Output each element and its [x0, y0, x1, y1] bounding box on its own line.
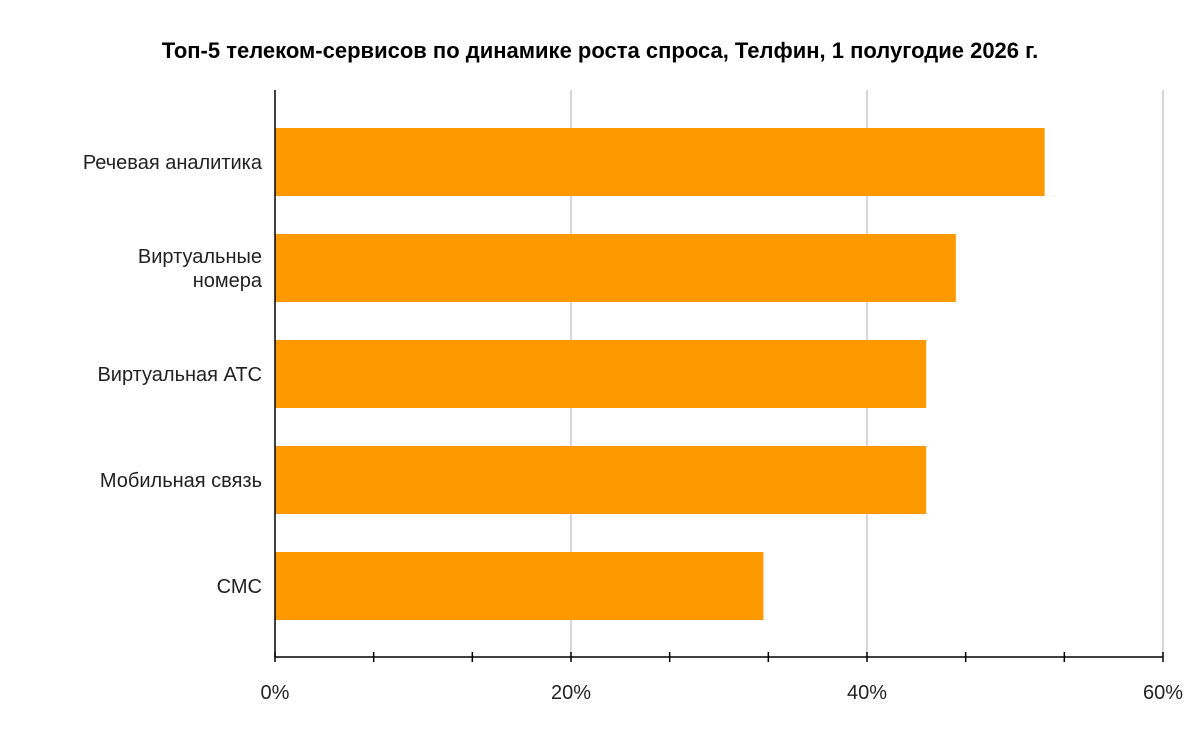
x-tick-label-60: 60%	[1143, 682, 1183, 704]
category-label-1: Речевая аналитика	[83, 152, 263, 174]
x-tick-label-0: 0%	[261, 682, 290, 704]
bar-2	[275, 234, 956, 302]
category-label-2: Виртуальные номера	[138, 246, 263, 292]
axis-layer	[274, 90, 1164, 662]
bar-layer	[275, 128, 1045, 620]
chart-title: Топ-5 телеком-сервисов по динамике роста…	[161, 38, 1039, 63]
bar-5	[275, 552, 764, 620]
bar-3	[275, 340, 927, 408]
category-label-3: Виртуальная АТС	[97, 364, 262, 386]
x-tick-label-20: 20%	[551, 682, 591, 704]
category-label-4: Мобильная связь	[100, 470, 262, 492]
bar-4	[275, 446, 927, 514]
label-layer: 0% 20% 40% 60% Речевая аналитика Виртуальные н…	[83, 152, 1183, 704]
category-label-5: СМС	[217, 576, 262, 598]
x-tick-label-40: 40%	[847, 682, 887, 704]
bar-1	[275, 128, 1045, 196]
